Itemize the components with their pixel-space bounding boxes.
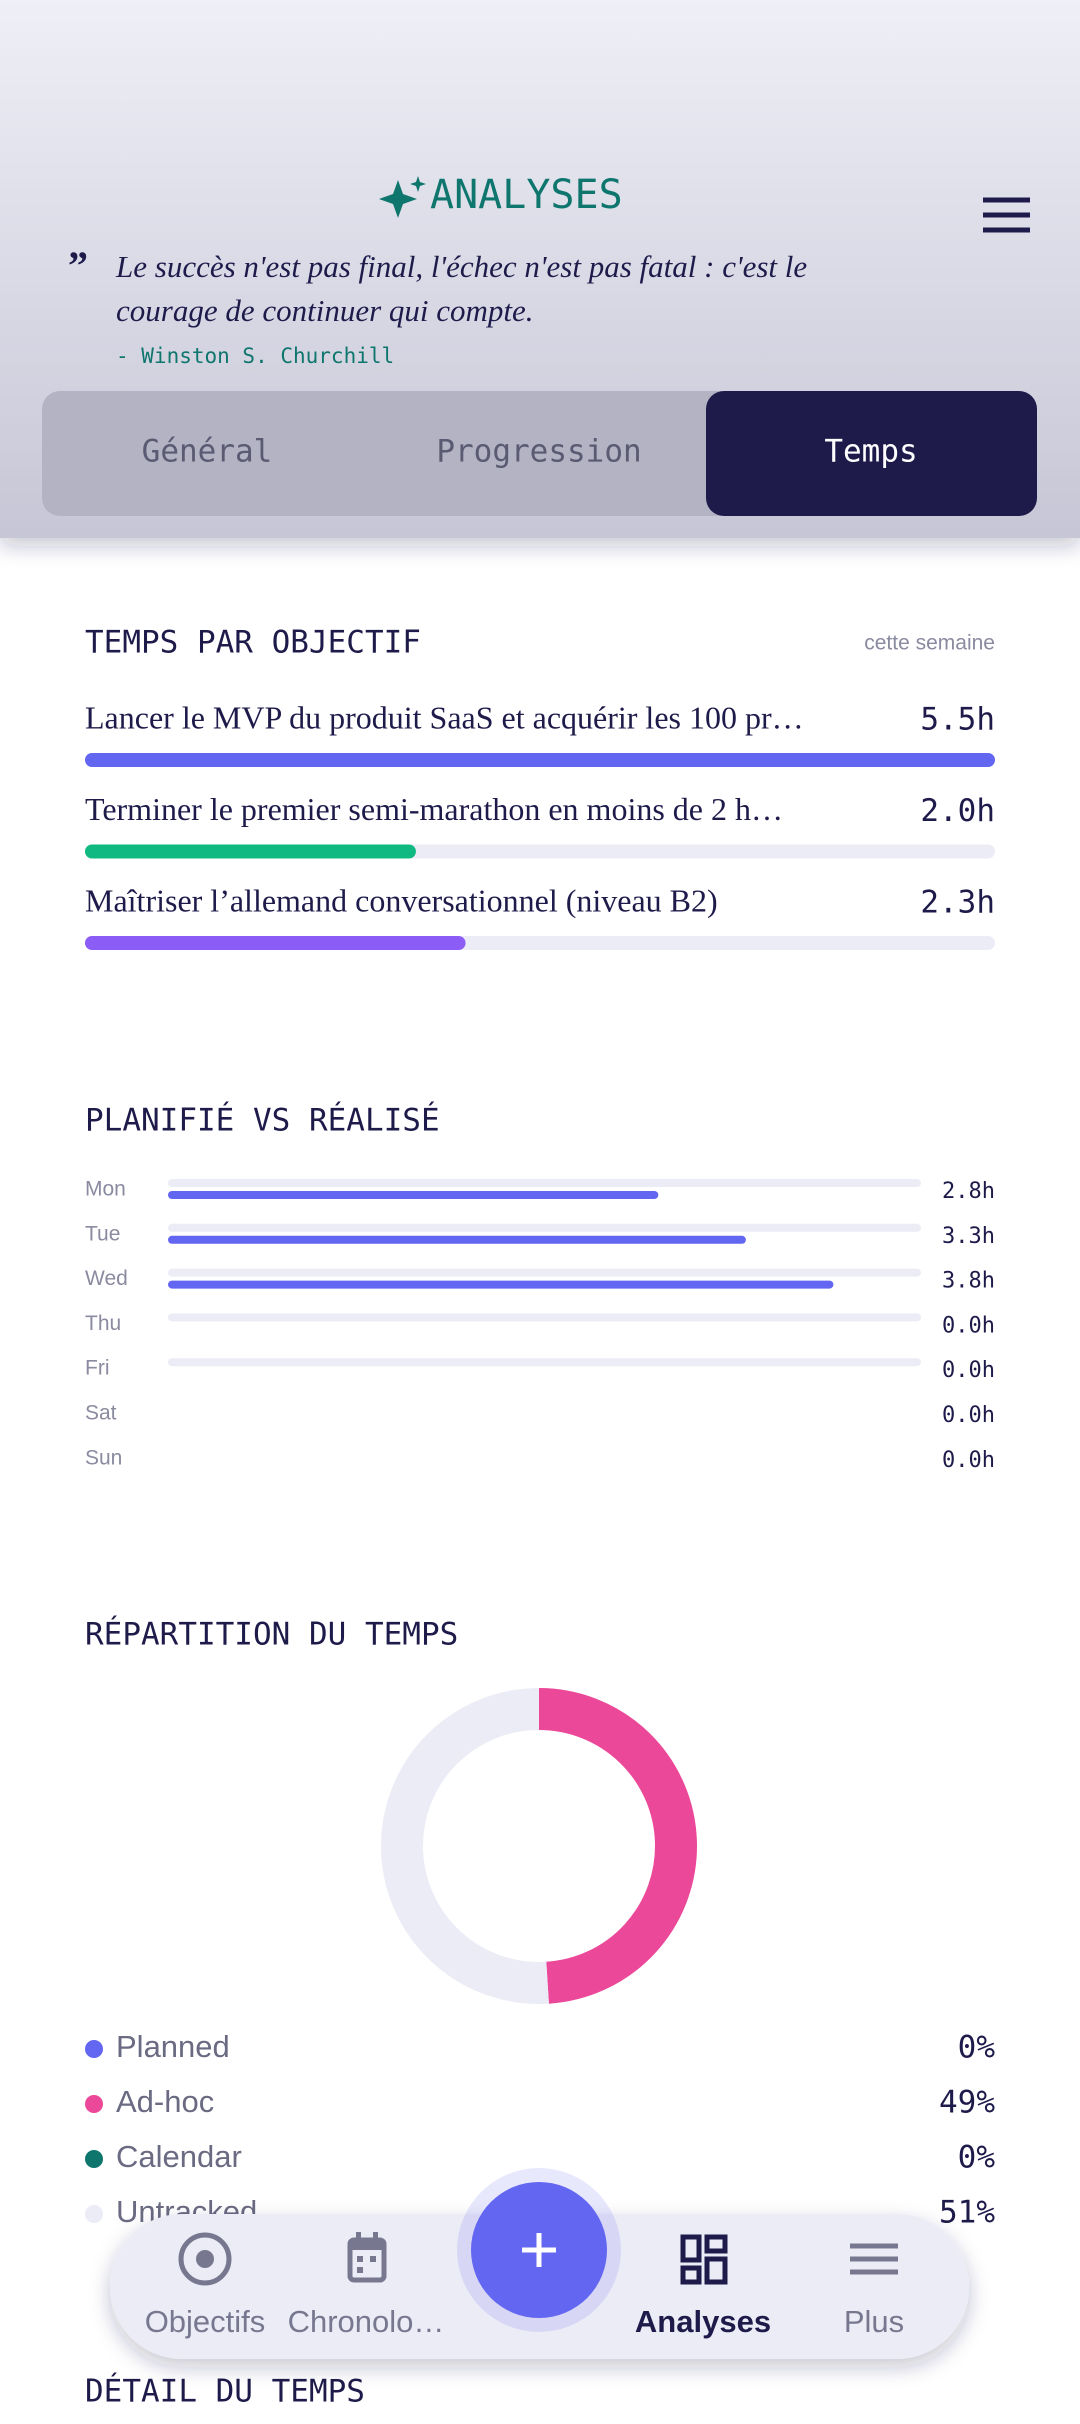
bar [85, 753, 995, 767]
goal-name: Lancer le MVP du produit SaaS et acquéri… [85, 699, 804, 735]
legend-value: 0% [958, 2030, 996, 2066]
day-label: Sun [85, 1446, 122, 1469]
tab[interactable]: Général [142, 434, 273, 470]
page-title: ANALYSES [430, 172, 623, 218]
active-tab [706, 391, 1037, 516]
menu-button[interactable] [983, 197, 1030, 233]
nav-icon [850, 2243, 898, 2275]
day-label: Thu [85, 1312, 121, 1335]
quote: courage de continuer qui compte. [116, 293, 534, 328]
nav-icon [680, 2234, 728, 2285]
sparkle-icon [379, 176, 426, 218]
legend-label: Planned [116, 2029, 230, 2064]
donut-slice [381, 1688, 549, 2004]
nav-icon [178, 2232, 232, 2286]
bottom-nav: Objectifs Chronolo… Analyses Plus [110, 2168, 969, 2359]
planned-track [168, 1268, 921, 1277]
legend-value: 49% [939, 2085, 995, 2121]
value-label: 2.8h [942, 1179, 995, 1204]
section-title: DÉTAIL DU TEMPS [85, 2374, 365, 2410]
section-title: PLANIFIÉ VS RÉALISÉ [85, 1103, 440, 1139]
quote-author: - Winston S. Churchill [116, 344, 394, 368]
planned-track [168, 1179, 921, 1187]
value-label: 0.0h [942, 1403, 995, 1428]
day-label: Sat [85, 1402, 117, 1425]
section-subtitle: cette semaine [864, 632, 995, 655]
tab[interactable]: Temps [824, 434, 917, 470]
legend-value: 51% [939, 2195, 995, 2231]
tab[interactable]: Progression [436, 434, 641, 470]
bar [168, 1191, 659, 1199]
legend-label: Ad-hoc [116, 2084, 214, 2119]
add-icon [522, 2233, 556, 2267]
section-title: TEMPS PAR OBJECTIF [85, 625, 421, 661]
day-label: Mon [85, 1178, 126, 1201]
goal-name: Terminer le premier semi-marathon en moi… [85, 791, 783, 827]
goal-time: 2.3h [920, 885, 995, 921]
value-label: 3.3h [942, 1224, 995, 1249]
donut-slice [538, 1688, 697, 2004]
bar [168, 1280, 834, 1289]
value-label: 0.0h [942, 1358, 995, 1383]
legend-dot [85, 2095, 103, 2113]
nav-label[interactable]: Chronolo… [288, 2304, 445, 2339]
bar [85, 844, 416, 859]
legend-dot [85, 2040, 103, 2058]
day-label: Tue [85, 1222, 120, 1245]
planned-track [168, 1313, 921, 1322]
nav-label[interactable]: Analyses [635, 2304, 771, 2339]
bar [168, 1235, 746, 1244]
value-label: 0.0h [942, 1448, 995, 1473]
nav-label[interactable]: Plus [844, 2304, 904, 2339]
legend-dot [85, 2205, 103, 2223]
planned-track [168, 1358, 921, 1367]
day-label: Wed [85, 1267, 128, 1290]
quote: Le succès n'est pas final, l'échec n'est… [115, 249, 807, 284]
bar [85, 936, 466, 950]
value-label: 0.0h [942, 1313, 995, 1338]
legend-dot [85, 2150, 103, 2168]
legend-label: Calendar [116, 2139, 242, 2174]
quote-mark: ” [68, 243, 88, 288]
nav-icon [347, 2232, 387, 2283]
goal-time: 2.0h [920, 793, 995, 829]
goal-time: 5.5h [920, 702, 995, 738]
section-title: RÉPARTITION DU TEMPS [85, 1617, 458, 1653]
goal-name: Maîtriser l’allemand conversationnel (ni… [85, 882, 718, 918]
legend-value: 0% [958, 2140, 996, 2176]
value-label: 3.8h [942, 1269, 995, 1294]
planned-track [168, 1223, 921, 1232]
day-label: Fri [85, 1357, 110, 1380]
nav-label[interactable]: Objectifs [145, 2304, 266, 2339]
nav-icon [196, 2250, 214, 2268]
